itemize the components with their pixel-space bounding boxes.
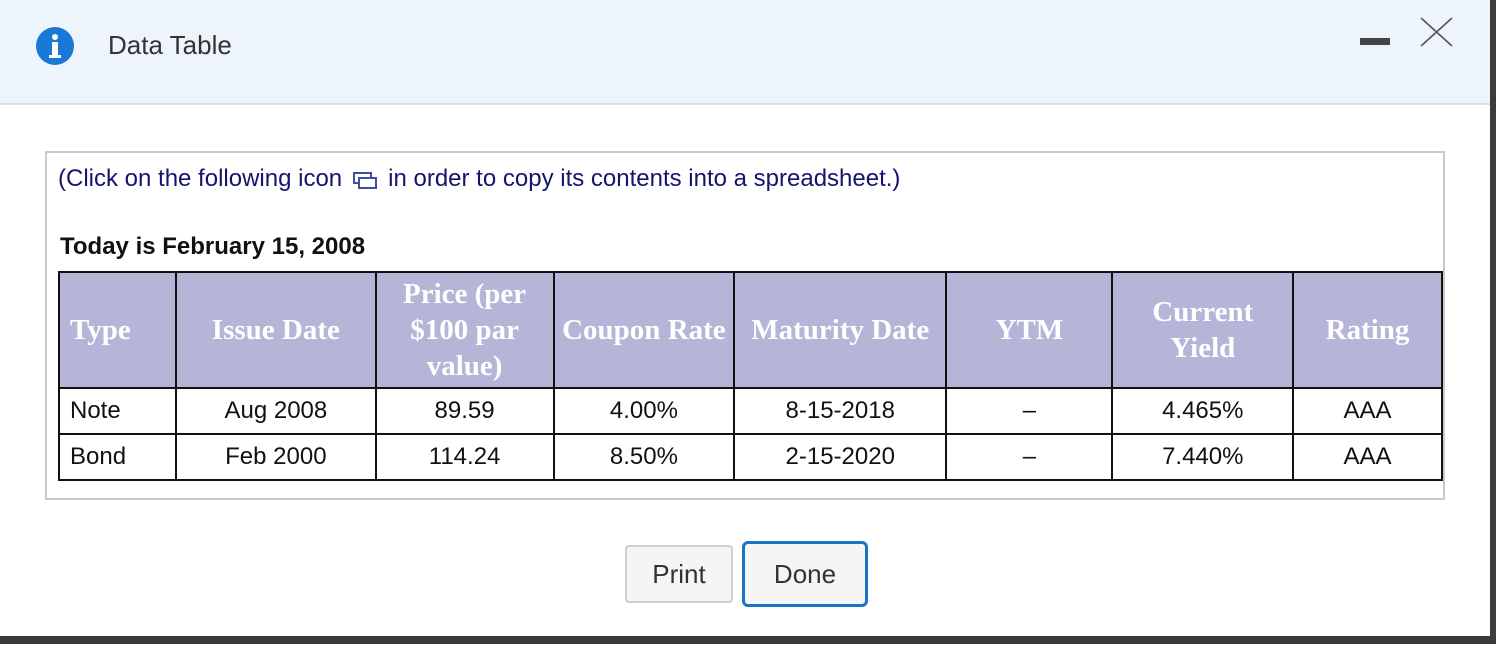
table-cell: 7.440% bbox=[1111, 433, 1295, 481]
table-row: Note Aug 2008 89.59 4.00% 8-15-2018–4.465% AA… bbox=[57, 387, 1443, 435]
done-button[interactable]: Done bbox=[742, 541, 868, 607]
table-row: Bond Feb 2000 114.24 8.50% 2-15-2020–7.440% A… bbox=[57, 433, 1443, 481]
table-cell: 4.00% bbox=[552, 387, 736, 435]
column-header: Price (per $100 par value) bbox=[374, 271, 555, 389]
instruction-text: in order to copy its contents into a spr… bbox=[388, 165, 901, 192]
print-button[interactable]: Print bbox=[625, 545, 733, 603]
table-cell: – bbox=[945, 387, 1114, 435]
table-cell: – bbox=[945, 433, 1114, 481]
column-header: Coupon Rate bbox=[552, 271, 736, 389]
table-cell: Note bbox=[57, 387, 178, 435]
dialog-title: Data Table bbox=[108, 30, 232, 60]
table-cell: 2-15-2020 bbox=[733, 433, 948, 481]
table-cell: Feb 2000 bbox=[175, 433, 377, 481]
table-cell: 114.24 bbox=[374, 433, 555, 481]
column-header: Issue Date bbox=[175, 271, 377, 389]
window-controls bbox=[1360, 17, 1453, 47]
table-cell: 89.59 bbox=[374, 387, 555, 435]
instruction: (Click on the following icon in order to … bbox=[58, 165, 900, 193]
date-line: Today is February 15, 2008 bbox=[60, 233, 366, 260]
table-cell: Bond bbox=[57, 433, 178, 481]
close-button[interactable] bbox=[1420, 17, 1453, 47]
table-cell: AAA bbox=[1292, 433, 1443, 481]
column-header: Type bbox=[57, 271, 178, 389]
table-cell: 8.50% bbox=[552, 433, 736, 481]
column-header: YTM bbox=[945, 271, 1114, 389]
instruction-text: (Click on the following icon bbox=[58, 165, 343, 192]
header-row: Type Issue Date Price (per $100 par value)… bbox=[57, 271, 1443, 389]
column-header: Rating bbox=[1292, 271, 1443, 389]
dialog-header: Data Table bbox=[0, 0, 1490, 105]
content-box: (Click on the following icon in order to … bbox=[45, 151, 1445, 500]
copy-icon[interactable] bbox=[352, 170, 378, 190]
table-cell: AAA bbox=[1292, 387, 1443, 435]
info-icon bbox=[36, 27, 74, 65]
table-cell: Aug 2008 bbox=[175, 387, 377, 435]
table-cell: 8-15-2018 bbox=[733, 387, 948, 435]
table-cell: 4.465% bbox=[1111, 387, 1295, 435]
column-header: Maturity Date bbox=[733, 271, 948, 389]
data-table: Type Issue Date Price (per $100 par value)… bbox=[57, 271, 1443, 481]
minimize-button[interactable] bbox=[1360, 38, 1390, 45]
column-header: Current Yield bbox=[1111, 271, 1295, 389]
